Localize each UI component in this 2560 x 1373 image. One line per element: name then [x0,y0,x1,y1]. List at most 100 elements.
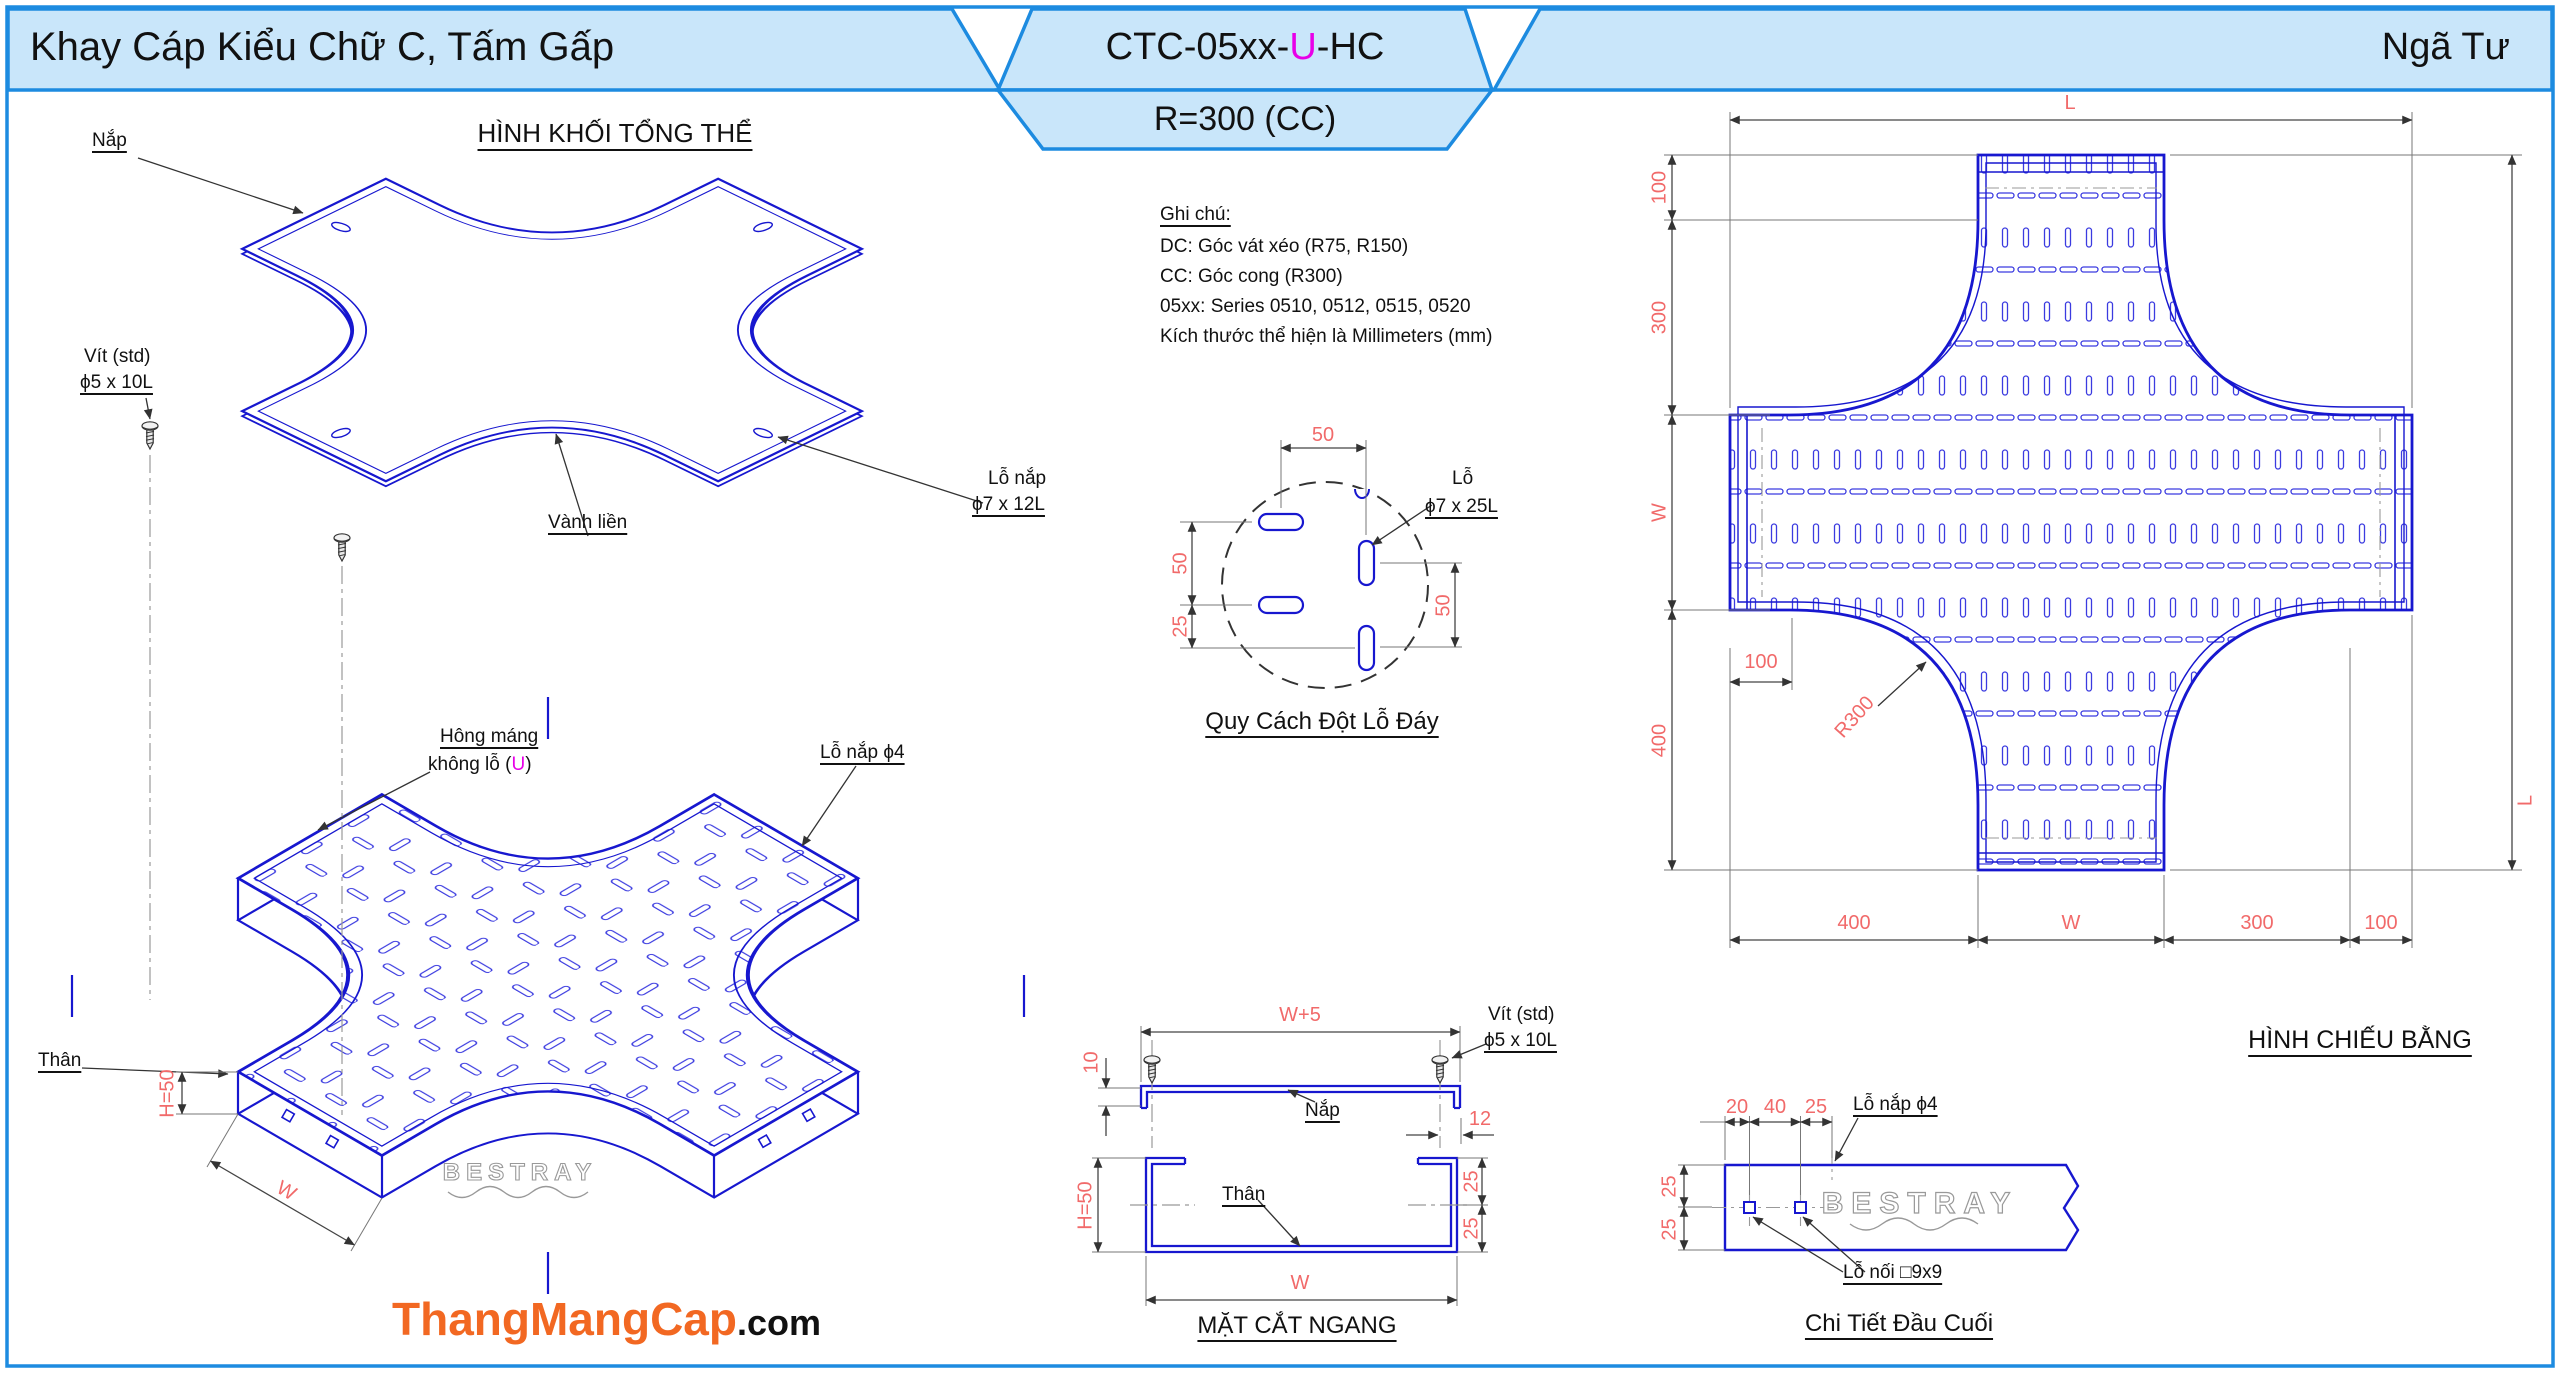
overview-drawing: BESTRAY [70,95,1030,1296]
punch-slots [1257,512,1376,672]
vendor-logo-suffix: .com [736,1302,822,1343]
notes-title: Ghi chú: [1160,204,1231,225]
end-leaders [1752,1117,1866,1273]
cover-hole [750,221,775,233]
cover-hole [328,427,353,439]
screw-icon [1143,1055,1161,1084]
bestray-watermark: BESTRAY [442,1158,592,1199]
label-lo-nap4: Lỗ nắp ϕ4 [820,742,905,763]
section-body [1144,1156,1459,1254]
overview-dim-w [206,1113,383,1252]
sheet-title: Khay Cáp Kiểu Chữ C, Tấm Gấp [30,25,615,69]
plan-title: HÌNH CHIẾU BẰNG [2248,1026,2472,1054]
section-dim-w5: W+5 [1279,1004,1321,1026]
cover-hole [328,221,353,233]
section-title: MẶT CẮT NGANG [1197,1312,1397,1339]
end-dim-40: 40 [1763,1096,1787,1118]
svg-text:BESTRAY: BESTRAY [1822,1187,2019,1220]
plan-dim-left-300: 300 [1648,300,1671,335]
punch-label-size: ϕ7 x 25L [1425,496,1498,517]
overview-leaders [81,157,984,1078]
vendor-logo-main: ThangMangCap [392,1293,737,1345]
note-line-4: Kích thước thể hiện là Millimeters (mm) [1160,326,1493,347]
screw-icon [1431,1055,1449,1084]
overview-dim-h [176,1071,238,1115]
plan-end-centermarks [1761,187,2381,839]
plan-end-flanges [1746,171,2396,854]
plan-dim-lines [1667,115,2517,945]
punch-detail-drawing [1180,440,1462,689]
label-vit-line2: ϕ5 x 10L [80,372,153,393]
section-dim-12: 12 [1468,1108,1492,1130]
label-vanh-lien: Vành liền [548,512,628,533]
end-dim-20: 20 [1725,1096,1749,1118]
overview-title: HÌNH KHỐI TỔNG THỂ [477,118,753,148]
plan-dim-L-top: L [2064,92,2076,114]
note-line-3: 05xx: Series 0510, 0512, 0515, 0520 [1160,296,1471,317]
plan-ext-lines [1664,112,2522,948]
section-dim-w: W [1290,1272,1310,1294]
hong-accent-u: U [511,754,526,775]
radius-code: R=300 (CC) [1153,100,1337,138]
plan-cross [1728,153,2414,872]
punch-dim-left-50: 50 [1169,552,1192,575]
end-label-lo-nap4: Lỗ nắp ϕ4 [1853,1094,1938,1115]
punch-dim-right-50: 50 [1432,594,1455,617]
screw-icon [141,421,159,450]
punch-dim-left-25: 25 [1169,615,1192,638]
end-detail-drawing: BESTRAY [1678,1116,2080,1273]
watermark-wave [447,1185,589,1199]
label-lo-nap-line1: Lỗ nắp [988,468,1047,489]
part-code: CTC-05xx-U-HC [1105,26,1385,68]
vendor-logo: ThangMangCap.com [392,1292,821,1346]
cover-sheet [74,95,1030,565]
section-dim-h50: H=50 [1074,1181,1097,1230]
end-dim-lines [1679,1117,1833,1251]
header-banners [6,7,2554,151]
section-dim-25a: 25 [1460,1170,1483,1193]
punch-label-lo: Lỗ [1452,468,1474,489]
detail-circle [1221,481,1429,689]
label-than: Thân [38,1050,82,1071]
label-lo-nap-line2: ϕ7 x 12L [972,494,1045,515]
note-line-1: DC: Góc vát xéo (R75, R150) [1160,236,1409,257]
plan-dim-left-400: 400 [1648,723,1671,758]
banner-center-row2 [994,88,1496,151]
section-cover [1139,1084,1462,1110]
section-label-vit2: ϕ5 x 10L [1484,1030,1557,1051]
plan-dim-inner-100: 100 [1744,651,1778,673]
screw-centerlines [149,455,343,1115]
end-square-holes [1743,1201,1807,1214]
label-hong-mang-line2: không lỗ (U) [428,754,532,775]
fitting-type: Ngã Tư [2381,26,2510,68]
section-centerlines [1130,1040,1472,1206]
watermark-wave [1849,1217,1979,1231]
section-dim-lines [1093,1027,1494,1305]
label-vit-line1: Vít (std) [84,346,151,367]
plan-dim-left-100: 100 [1648,170,1671,205]
label-nap: Nắp [92,130,127,151]
punch-dim-top-50: 50 [1311,424,1335,446]
section-leaders [1257,1043,1487,1247]
note-line-2: CC: Góc cong (R300) [1160,266,1343,287]
cover-hole [750,427,775,439]
end-bestray-watermark: BESTRAY [1821,1186,2019,1231]
end-dim-25: 25 [1804,1096,1828,1118]
punch-title: Quy Cách Đột Lỗ Đáy [1205,708,1439,735]
end-detail-title: Chi Tiết Đầu Cuối [1804,1310,1994,1337]
sheet-frame [5,5,2555,1368]
punch-dim-lines [1187,443,1460,649]
section-label-than: Thân [1222,1184,1266,1205]
label-hong-mang-line1: Hông máng [440,726,539,747]
notch-hole [1354,488,1370,499]
dim-h50-overview: H=50 [156,1069,179,1118]
section-label-nap: Nắp [1305,1100,1340,1121]
plan-dim-bottom-100: 100 [2364,912,2398,934]
cross-section-drawing [1092,1026,1494,1306]
section-dim-25b: 25 [1460,1217,1483,1240]
screw-icon [333,533,351,562]
plan-dim-bottom-400: 400 [1837,912,1871,934]
code-accent: U [1289,26,1317,68]
banner-right [1490,7,2554,92]
